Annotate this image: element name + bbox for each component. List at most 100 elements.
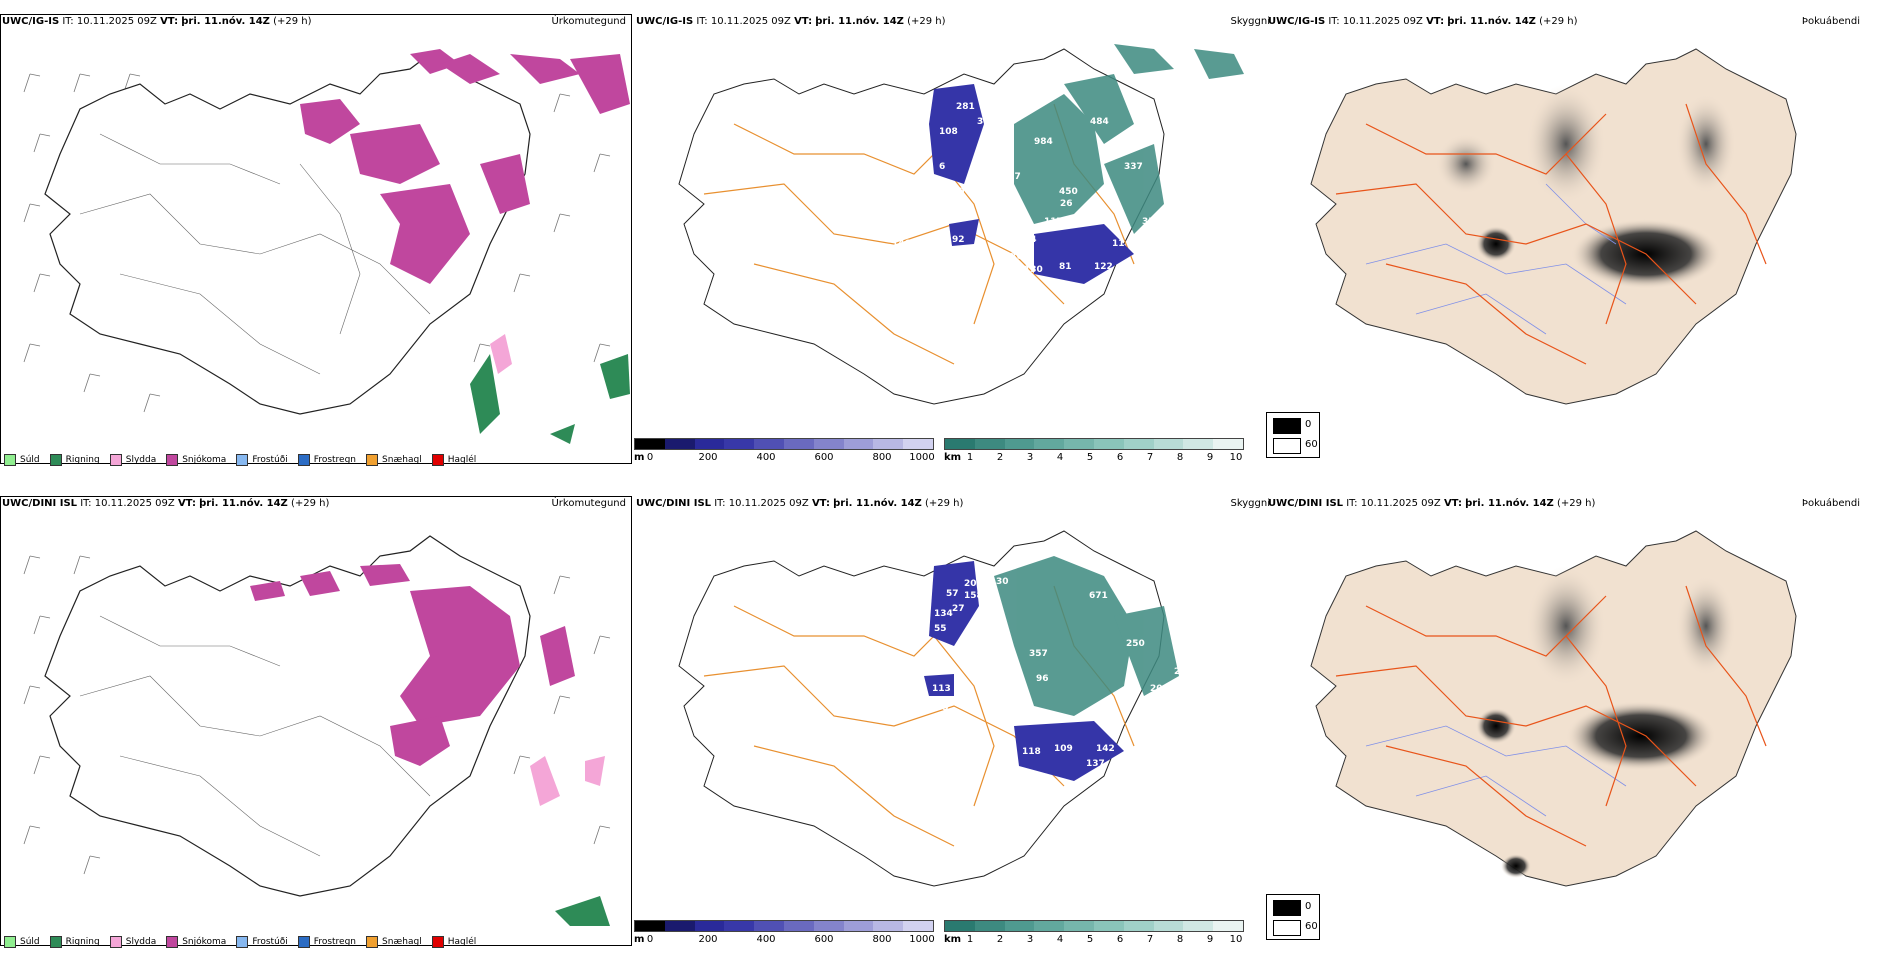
cloud-number: 108 xyxy=(939,127,958,137)
cloud-number: 146 xyxy=(889,701,908,711)
panel-title: UWC/DINI ISL IT: 10.11.2025 09Z VT: þri.… xyxy=(1268,498,1596,509)
precip-type-panel-2: UWC/DINI ISL IT: 10.11.2025 09Z VT: þri.… xyxy=(0,496,632,956)
cloud-number: 30 xyxy=(977,117,990,127)
panel-title: UWC/DINI ISL IT: 10.11.2025 09Z VT: þri.… xyxy=(2,498,330,509)
cloud-number: 984 xyxy=(1034,137,1053,147)
cloud-number: 158 xyxy=(964,591,983,601)
cloud-number: 142 xyxy=(1096,744,1115,754)
cloud-numbers: 281 108 30 65 984 484 37 337 6 111 177 9… xyxy=(892,102,1162,307)
blue-cloud xyxy=(929,84,1134,284)
cloud-number: 35 xyxy=(936,703,949,713)
panel-frame xyxy=(0,496,632,946)
panel-type-label: Úrkomutegund xyxy=(551,16,626,27)
road-network xyxy=(79,133,431,375)
shading-map xyxy=(1310,48,1797,405)
cloud-number: 25 xyxy=(1149,252,1162,262)
shade-legend: 0 60 xyxy=(1266,894,1320,940)
cloud-number: 37 xyxy=(1132,137,1145,147)
cloud-map: 281 108 30 65 984 484 37 337 6 111 177 9… xyxy=(678,44,1244,405)
cloud-number: 55 xyxy=(934,624,947,634)
legend-item: Súld xyxy=(4,454,40,466)
km-color-bar xyxy=(944,920,1244,932)
cloud-number: 360 xyxy=(1030,773,1049,783)
snow-areas xyxy=(300,49,630,284)
cloud-number: 200 xyxy=(964,579,983,589)
cloud-number: 136 xyxy=(1004,252,1023,262)
legend-item: Frostregn xyxy=(297,936,356,948)
cloud-number: 92 xyxy=(952,235,965,245)
legend-item: Snæhagl xyxy=(366,936,422,948)
cloud-number: 137 xyxy=(1086,759,1105,769)
cloud-number: 26 xyxy=(1060,199,1073,209)
iceland-land xyxy=(1310,48,1797,405)
sleet-areas xyxy=(530,756,605,806)
cloud-number: 134 xyxy=(934,609,953,619)
precip-legend: Súld Rigning Slydda Snjókoma Frostúði Fr… xyxy=(4,454,476,466)
teal-cloud xyxy=(994,556,1179,716)
cloud-panel-2: UWC/DINI ISL IT: 10.11.2025 09Z VT: þri.… xyxy=(634,496,1320,956)
cloud-number: 111 xyxy=(979,172,998,182)
shading-map xyxy=(1310,530,1797,887)
legend-item: Snjókoma xyxy=(166,936,226,948)
precip-type-panel-1: UWC/IG-IS IT: 10.11.2025 09Z VT: þri. 11… xyxy=(0,14,632,474)
shading-panel-2: UWC/DINI ISL IT: 10.11.2025 09Z VT: þri.… xyxy=(1266,496,1900,956)
cloud-number: 113 xyxy=(932,684,951,694)
cloud-number: 146 xyxy=(892,239,911,249)
legend-item: Snjókoma xyxy=(166,454,226,466)
cloud-number: 57 xyxy=(946,589,959,599)
legend-item: Haglél xyxy=(431,936,476,948)
km-unit: km xyxy=(944,934,962,945)
cloud-number: 90 xyxy=(952,187,965,197)
panel-type-label: Úrkomutegund xyxy=(551,498,626,509)
cloud-number: 250 xyxy=(1126,639,1145,649)
panel-title: UWC/DINI ISL IT: 10.11.2025 09Z VT: þri.… xyxy=(636,498,964,509)
cloud-number: 155 xyxy=(992,199,1011,209)
cloud-number: 6 xyxy=(939,162,945,172)
cloud-number: 65 xyxy=(979,137,992,147)
cloud-number: 122 xyxy=(1094,262,1113,272)
cloud-number: 14 xyxy=(1024,235,1037,245)
legend-item: Rigning xyxy=(49,936,100,948)
cloud-number: 484 xyxy=(1090,117,1109,127)
legend-item: Rigning xyxy=(49,454,100,466)
panel-type-label: Þokuábendi xyxy=(1801,498,1860,509)
iceland-outline xyxy=(44,535,531,897)
legend-item: Slydda xyxy=(109,936,156,948)
panel-type-label: Skyggni xyxy=(1230,16,1270,27)
legend-item: Súld xyxy=(4,936,40,948)
cloud-number: 27 xyxy=(952,604,965,614)
cloud-number: 450 xyxy=(1059,187,1078,197)
wind-barbs xyxy=(23,73,611,413)
cloud-map: 200 30 57 158 671 134 27 250 55 124 357 … xyxy=(678,530,1193,887)
cloud-number: 281 xyxy=(956,102,975,112)
rain-areas xyxy=(470,354,630,444)
km-color-bar xyxy=(944,438,1244,450)
panel-title: UWC/IG-IS IT: 10.11.2025 09Z VT: þri. 11… xyxy=(2,16,312,27)
panel-type-label: Þokuábendi xyxy=(1801,16,1860,27)
height-unit: m xyxy=(634,934,645,945)
shade-legend: 0 60 xyxy=(1266,412,1320,458)
legend-item: Snæhagl xyxy=(366,454,422,466)
cloud-numbers: 200 30 57 158 671 134 27 250 55 124 357 … xyxy=(889,577,1193,783)
precip-map xyxy=(23,535,611,926)
cloud-number: 209 xyxy=(1150,684,1169,694)
sleet-areas xyxy=(490,334,512,374)
wind-barbs xyxy=(23,555,611,875)
panel-type-label: Skyggni xyxy=(1230,498,1270,509)
legend-item: Frostúði xyxy=(236,454,288,466)
cloud-number: 96 xyxy=(1036,674,1049,684)
cloud-number: 82 xyxy=(1119,262,1132,272)
cloud-number: 109 xyxy=(1054,744,1073,754)
rain-areas xyxy=(555,896,610,926)
cloud-number: 671 xyxy=(1089,591,1108,601)
precip-legend: Súld Rigning Slydda Snjókoma Frostúði Fr… xyxy=(4,936,476,948)
panel-title: UWC/IG-IS IT: 10.11.2025 09Z VT: þri. 11… xyxy=(1268,16,1578,27)
cloud-number: 337 xyxy=(1124,162,1143,172)
cloud-number: 118 xyxy=(1022,747,1041,757)
cloud-number: 81 xyxy=(1059,262,1072,272)
blue-cloud xyxy=(924,561,1124,781)
legend-item: Slydda xyxy=(109,454,156,466)
height-unit: m xyxy=(634,452,645,463)
iceland-land xyxy=(1310,530,1797,887)
roads-red xyxy=(1335,103,1767,365)
